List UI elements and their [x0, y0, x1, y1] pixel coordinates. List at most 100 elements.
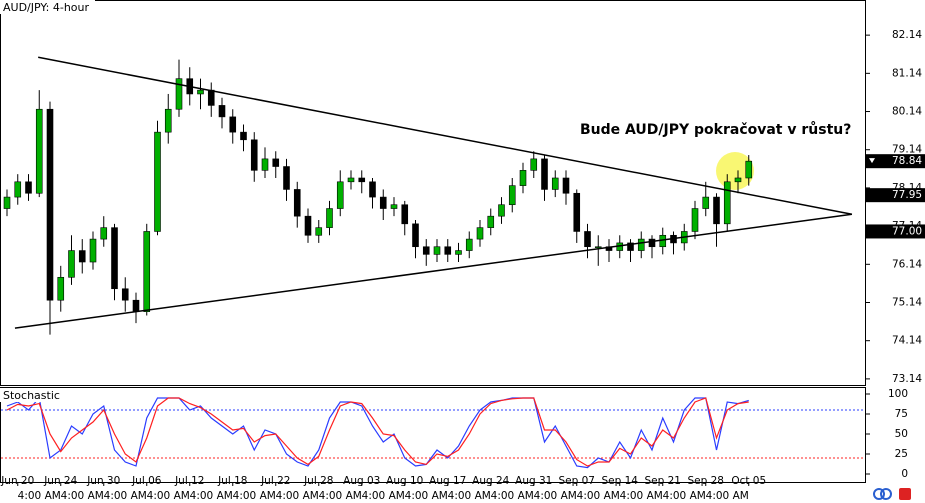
price-label: 77.95: [892, 189, 922, 201]
x-tick-label: Sep 28: [688, 475, 725, 487]
candle-body: [100, 227, 108, 240]
x-tick-label: 4:00 AM: [233, 490, 276, 502]
candle-body: [293, 189, 301, 217]
x-tick-label: 4:00 AM: [319, 490, 362, 502]
candle-body: [498, 204, 505, 217]
x-tick-label: 4:00 AM: [104, 490, 147, 502]
x-tick-label: 4:00 AM: [362, 490, 405, 502]
candle-body: [197, 89, 204, 95]
price-label-box: [866, 188, 925, 203]
x-tick-label: 4:00 AM: [706, 490, 749, 502]
x-tick-label: 4:00 AM: [190, 490, 233, 502]
candle-body: [25, 181, 32, 194]
candle-body: [713, 196, 720, 225]
candle-body: [261, 158, 269, 171]
x-tick-label: Sep 14: [602, 475, 639, 487]
price-label: 78.84: [892, 155, 922, 167]
candle-body: [14, 181, 22, 198]
y-tick-label: 76.14: [892, 258, 922, 270]
x-tick-label: 4:00 AM: [448, 490, 491, 502]
candle-body: [121, 288, 129, 301]
candle-body: [250, 139, 258, 171]
stochastic-panel: [0, 387, 866, 483]
x-tick-label: Jun 24: [43, 475, 77, 487]
y-tick-label: 100: [888, 388, 908, 400]
indicator-title: Stochastic: [3, 389, 60, 402]
candle-body: [691, 208, 699, 232]
candle-body: [369, 181, 376, 198]
x-tick-label: Aug 24: [472, 475, 510, 487]
stochastic-line: [6, 396, 749, 469]
x-tick-label: Aug 17: [429, 475, 466, 487]
price-arrow: [869, 158, 875, 164]
x-tick-label: 4:00 AM: [491, 490, 534, 502]
y-tick-label: 0: [901, 468, 908, 480]
candle-body: [315, 227, 323, 236]
candle-body: [240, 131, 247, 141]
candle-body: [218, 105, 226, 118]
y-tick-label: 81.14: [892, 67, 922, 79]
icons[interactable]: [873, 488, 911, 500]
candle-body: [401, 204, 409, 225]
x-tick-label: 4:00 AM: [276, 490, 319, 502]
candle-body: [530, 158, 538, 171]
candle-body: [283, 166, 290, 190]
candle-body: [476, 227, 484, 240]
x-tick-label: Aug 03: [343, 475, 380, 487]
x-tick-label: Sep 07: [559, 475, 596, 487]
candle-body: [508, 185, 516, 206]
indicator-bg: [0, 388, 58, 402]
x-tick-label: Jul 22: [260, 475, 290, 487]
candle-body: [326, 208, 333, 228]
candle-body: [702, 196, 710, 209]
x-tick-label: Aug 10: [386, 475, 423, 487]
candle-body: [551, 177, 559, 190]
candle-body: [648, 238, 656, 248]
x-tick-label: 4:00 AM: [18, 490, 61, 502]
y-tick-label: 82.14: [892, 29, 922, 41]
trendline: [14, 213, 853, 329]
y-tick-label: 50: [895, 428, 908, 440]
x-tick-label: Aug 31: [515, 475, 552, 487]
candle-body: [229, 116, 237, 133]
title-bg: [0, 0, 95, 14]
close-icon[interactable]: [899, 488, 911, 500]
candle-body: [46, 108, 54, 301]
highlight: [716, 152, 754, 190]
candle-body: [422, 246, 430, 255]
candle-body: [379, 196, 387, 209]
x-tick-label: Jun 30: [86, 475, 120, 487]
price-label: 77.00: [892, 225, 922, 237]
y-tick-label: 80.14: [892, 106, 922, 118]
candle-body: [390, 204, 398, 209]
candle-body: [584, 231, 591, 248]
candle-body: [347, 177, 355, 183]
candle-body: [627, 242, 634, 251]
x-tick-label: Sep 21: [645, 475, 682, 487]
candle-body: [111, 227, 118, 290]
candle-body: [412, 223, 419, 248]
marks: [1, 56, 865, 469]
x-tick-label: Jul 12: [174, 475, 204, 487]
y-tick-label: 75.14: [892, 297, 922, 309]
x-tick-label: 4:00 AM: [663, 490, 706, 502]
candle-body: [78, 250, 86, 263]
candle-body: [433, 246, 441, 255]
candle-body: [455, 250, 462, 255]
y-tick-label: 73.14: [892, 373, 922, 385]
candle-body: [272, 158, 280, 167]
link-icon[interactable]: [880, 488, 892, 500]
candle-body: [336, 181, 344, 209]
candle-body: [57, 276, 65, 301]
candle-body: [465, 238, 473, 251]
stochastic-line: [6, 397, 749, 467]
x-tick-label: Jul 18: [217, 475, 247, 487]
x-tick-label: 4:00 AM: [620, 490, 663, 502]
candle-body: [304, 215, 312, 236]
link-icon[interactable]: [873, 488, 885, 500]
candle-body: [723, 181, 731, 225]
x-tick-label: 4:00 AM: [147, 490, 190, 502]
candle-body: [573, 192, 581, 232]
